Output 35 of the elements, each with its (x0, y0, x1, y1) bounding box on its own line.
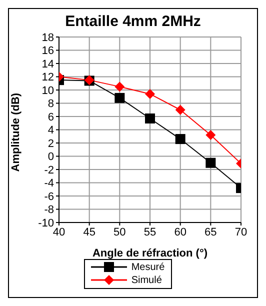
x-tick-label: 50 (114, 226, 126, 238)
x-tick-label: 45 (83, 226, 96, 238)
point (114, 82, 125, 92)
y-tick-label: 14 (42, 58, 54, 70)
chart-title: Entaille 4mm 2MHz (64, 12, 202, 32)
x-tick-label: 55 (144, 226, 156, 238)
legend-label: Mesuré (131, 260, 165, 274)
x-tick-label: 40 (52, 226, 66, 238)
point (206, 130, 216, 140)
y-tick-label: -2 (44, 164, 54, 176)
point (145, 88, 155, 99)
y-axis-title: Amplitude (dB) (10, 92, 22, 172)
point (206, 158, 216, 168)
y-tick-label: 10 (42, 84, 54, 97)
y-tick-label: 2 (48, 138, 54, 150)
x-tick-label: 65 (204, 226, 217, 238)
y-tick-label: 16 (42, 45, 54, 58)
y-tick-label: -4 (44, 178, 54, 190)
y-tick-label: 4 (48, 124, 54, 137)
x-axis-title: Angle de réfraction (°) (92, 248, 208, 260)
y-tick-label: 18 (42, 32, 54, 44)
y-tick-label: -10 (38, 217, 54, 230)
x-tick-label: 70 (234, 226, 248, 238)
point (175, 134, 186, 144)
legend-label: Simulé (131, 274, 162, 286)
point (145, 113, 155, 124)
point (175, 104, 186, 115)
y-tick-label: 6 (48, 111, 54, 124)
point (114, 92, 125, 103)
y-tick-label: 8 (48, 98, 54, 110)
y-tick-label: -8 (44, 204, 54, 216)
x-tick-label: 60 (174, 226, 186, 238)
y-tick-label: 0 (48, 151, 54, 164)
y-tick-label: 12 (42, 72, 54, 84)
y-tick-label: -6 (44, 190, 54, 203)
